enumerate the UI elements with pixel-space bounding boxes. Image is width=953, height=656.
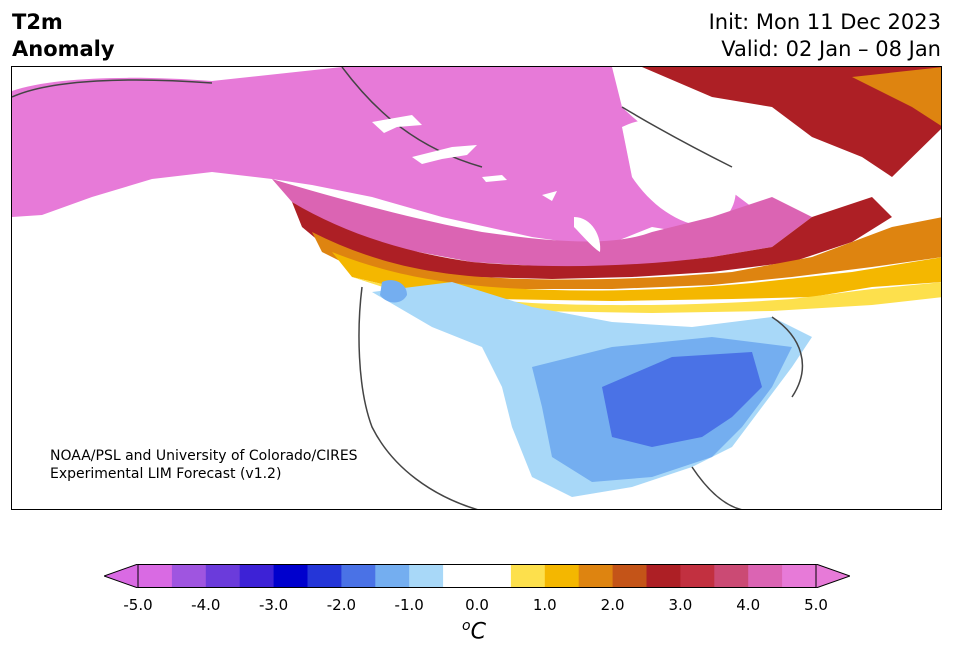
warm-orange-band [312, 217, 941, 289]
init-date: Init: Mon 11 Dec 2023 [708, 10, 941, 34]
colorbar-segment [477, 564, 512, 588]
colorbar-segment [443, 564, 478, 588]
colorbar-segment [680, 564, 715, 588]
lake-shape [542, 191, 557, 201]
colorbar-tick-label: 0.0 [465, 596, 489, 614]
colorbar-segment [612, 564, 647, 588]
colorbar-segment [138, 564, 173, 588]
colorbar-tick-label: 1.0 [532, 596, 557, 614]
colorbar-segment [239, 564, 275, 588]
hudson-bay [622, 119, 736, 227]
forecast-dates: Init: Mon 11 Dec 2023 Valid: 02 Jan – 08… [709, 9, 941, 63]
lake-shape [574, 217, 601, 252]
lake-shape [372, 115, 422, 133]
colorbar-tick-label: -5.0 [123, 596, 153, 614]
warm-anomaly-region [12, 67, 752, 247]
cool-strong-region [602, 352, 762, 447]
warm-pink-band [272, 179, 812, 267]
colorbar-segment [782, 564, 817, 588]
colorbar [104, 564, 850, 588]
credit-text: NOAA/PSL and University of Colorado/CIRE… [50, 447, 358, 483]
colorbar-tick-label: -1.0 [394, 596, 424, 614]
colorbar-extend-high [815, 564, 850, 588]
colorbar-tick-label: -3.0 [258, 596, 289, 614]
colorbar-tick-label: -2.0 [326, 596, 357, 614]
lake-shape [482, 175, 507, 182]
cool-west-blob [380, 280, 407, 303]
colorbar-tick-label: -4.0 [191, 596, 221, 614]
warm-orange-region [852, 67, 941, 126]
title-line-1: T2m [12, 10, 63, 34]
colorbar-segment [341, 564, 376, 588]
colorbar-segment [205, 564, 241, 588]
warm-darkred-band [292, 197, 892, 279]
map-canvas [12, 67, 941, 509]
unit-label: oC [462, 618, 486, 644]
colorbar-segment [510, 564, 546, 588]
colorbar-segment [544, 564, 580, 588]
anomaly-map: NOAA/PSL and University of Colorado/CIRE… [11, 66, 942, 510]
colorbar-segment [409, 564, 444, 588]
colorbar-segment [714, 564, 749, 588]
map-title: T2m Anomaly [12, 9, 115, 63]
colorbar-tick-label: 5.0 [804, 596, 828, 614]
colorbar-tick-label: 4.0 [736, 596, 761, 614]
colorbar-segment [375, 564, 410, 588]
colorbar-extend-low [104, 564, 139, 588]
credit-line-1: NOAA/PSL and University of Colorado/CIRE… [50, 448, 358, 464]
warm-red-region [642, 67, 941, 177]
colorbar-border [137, 564, 817, 588]
unit-base: C [470, 619, 486, 645]
valid-date: Valid: 02 Jan – 08 Jan [721, 37, 941, 61]
colorbar-tick-label: 2.0 [600, 596, 625, 614]
title-line-2: Anomaly [12, 37, 115, 61]
colorbar-segment [307, 564, 342, 588]
credit-line-2: Experimental LIM Forecast (v1.2) [50, 466, 282, 482]
lake-shape [412, 145, 477, 164]
colorbar-tick-label: 3.0 [668, 596, 693, 614]
colorbar-segment [171, 564, 207, 588]
warm-yellow-band [332, 252, 941, 301]
unit-superscript: o [462, 618, 471, 634]
colorbar-segment [748, 564, 783, 588]
colorbar-segment [646, 564, 681, 588]
colorbar-ticks: -5.0 -4.0 -3.0 -2.0 -1.0 0.0 1.0 2.0 3.0 4.0 5.0 [0, 596, 953, 616]
colorbar-segment [578, 564, 614, 588]
colorbar-segment [273, 564, 308, 588]
